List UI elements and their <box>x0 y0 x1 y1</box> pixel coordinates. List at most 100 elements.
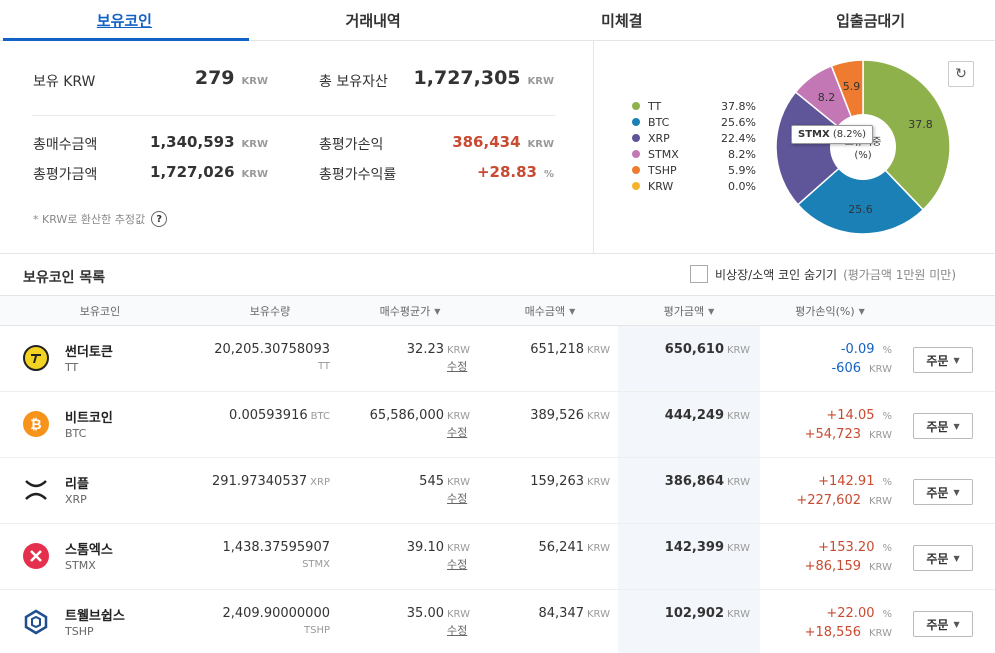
holdings-chart: TT 37.8% BTC 25.6% XRP 22.4% STMX 8.2% TSHP 5.9% K… <box>594 41 995 253</box>
chevron-down-icon: ▼ <box>953 619 960 629</box>
pie-slice-xrp[interactable] <box>775 90 865 206</box>
legend-item-tt[interactable]: TT 37.8% <box>632 98 756 114</box>
col-buy-amount[interactable]: 매수금액 ▼ <box>524 305 576 318</box>
legend-item-stmx[interactable]: STMX 8.2% <box>632 146 756 162</box>
legend-swatch <box>632 182 640 190</box>
col-eval-amount[interactable]: 평가금액 ▼ <box>663 305 715 318</box>
pie-slice-btc[interactable] <box>796 145 925 235</box>
profit-rate: -0.09% <box>840 342 892 357</box>
chevron-down-icon: ▼ <box>953 421 960 431</box>
legend-item-krw[interactable]: KRW 0.0% <box>632 178 756 194</box>
legend-swatch <box>632 150 640 158</box>
twelveships-icon <box>23 609 49 635</box>
legend-name: XRP <box>648 131 670 145</box>
edit-avg-link[interactable]: 수정 <box>447 360 468 373</box>
coin-symbol: STMX <box>65 559 96 572</box>
pie-slice-tt[interactable] <box>862 59 951 211</box>
tab-pending[interactable]: 미체결 <box>601 11 643 30</box>
eval-amount: 444,249 KRW <box>664 408 750 423</box>
edit-avg-link[interactable]: 수정 <box>447 624 468 637</box>
hide-small-checkbox[interactable] <box>690 265 708 283</box>
hide-small-coins-toggle[interactable]: 비상장/소액 코인 숨기기 (평가금액 1만원 미만) <box>690 265 956 283</box>
profit-amount: -606 KRW <box>831 361 892 376</box>
bitcoin-icon: ₿ <box>23 411 49 437</box>
avg-price: 545 KRW <box>419 474 470 489</box>
table-row: 썬더토큰 TT 20,205.30758093 TT 32.23 KRW 수정 6… <box>0 326 995 392</box>
total-pl-label: 총평가손익 <box>319 137 384 153</box>
sort-caret-icon: ▼ <box>858 306 865 316</box>
coin-name[interactable]: 트웰브쉽스 <box>65 609 125 624</box>
legend-name: BTC <box>648 115 670 129</box>
eval-column-highlight <box>618 326 760 653</box>
edit-avg-link[interactable]: 수정 <box>447 558 468 571</box>
legend-swatch <box>632 102 640 110</box>
ripple-icon <box>23 477 49 503</box>
holding-qty: 0.00593916 BTC <box>229 408 330 423</box>
chart-legend: TT 37.8% BTC 25.6% XRP 22.4% STMX 8.2% TSHP 5.9% K… <box>632 98 756 194</box>
thundertoken-icon <box>23 345 49 371</box>
legend-item-xrp[interactable]: XRP 22.4% <box>632 130 756 146</box>
total-asset-value: 1,727,305 KRW <box>413 67 554 89</box>
refresh-button[interactable]: ↻ <box>948 61 974 87</box>
order-button[interactable]: 주문 ▼ <box>913 413 973 439</box>
order-button[interactable]: 주문 ▼ <box>913 545 973 571</box>
holding-qty: 1,438.37595907 <box>222 540 330 555</box>
buy-amount: 84,347 KRW <box>538 606 611 621</box>
holding-qty: 291.97340537 XRP <box>212 474 330 489</box>
chevron-down-icon: ▼ <box>953 355 960 365</box>
eval-amount: 386,864 KRW <box>664 474 750 489</box>
help-icon[interactable]: ? <box>151 211 168 227</box>
avg-price: 39.10 KRW <box>406 540 470 555</box>
tab-bar: 보유코인 거래내역 미체결 입출금대기 <box>0 0 995 41</box>
coin-symbol: BTC <box>65 427 87 440</box>
list-title: 보유코인 목록 <box>23 270 106 286</box>
legend-name: TSHP <box>648 163 677 177</box>
eval-amount: 650,610 KRW <box>664 342 750 357</box>
col-avg-price[interactable]: 매수평균가 ▼ <box>379 305 441 318</box>
coin-name[interactable]: 썬더토큰 <box>65 345 113 360</box>
order-button[interactable]: 주문 ▼ <box>913 479 973 505</box>
total-rate-value: +28.83% <box>476 163 554 181</box>
legend-value: 8.2% <box>728 147 756 161</box>
tab-history[interactable]: 거래내역 <box>345 11 401 30</box>
edit-avg-link[interactable]: 수정 <box>447 492 468 505</box>
holdings-table: 썬더토큰 TT 20,205.30758093 TT 32.23 KRW 수정 6… <box>0 326 995 653</box>
col-qty: 보유수량 <box>249 305 291 318</box>
coin-name[interactable]: 비트코인 <box>65 411 113 426</box>
slice-label-stmx: 8.2 <box>818 91 836 104</box>
stormx-icon <box>23 543 49 569</box>
legend-item-btc[interactable]: BTC 25.6% <box>632 114 756 130</box>
legend-value: 25.6% <box>721 115 756 129</box>
legend-swatch <box>632 118 640 126</box>
edit-avg-link[interactable]: 수정 <box>447 426 468 439</box>
profit-rate: +14.05% <box>826 408 892 423</box>
coin-name[interactable]: 리플 <box>65 477 89 492</box>
tab-holdings[interactable]: 보유코인 <box>0 0 249 41</box>
table-row: 스톰엑스 STMX 1,438.37595907 STMX 39.10 KRW 수… <box>0 524 995 590</box>
tab-deposit-wait[interactable]: 입출금대기 <box>836 11 906 30</box>
legend-item-tshp[interactable]: TSHP 5.9% <box>632 162 756 178</box>
avg-price: 35.00 KRW <box>406 606 470 621</box>
buy-amount: 159,263 KRW <box>530 474 610 489</box>
holding-qty: 20,205.30758093 <box>214 342 330 357</box>
krw-label: 보유 KRW <box>33 74 96 90</box>
profit-amount: +227,602 KRW <box>796 493 892 508</box>
avg-price: 65,586,000 KRW <box>369 408 470 423</box>
legend-value: 37.8% <box>721 99 756 113</box>
avg-price: 32.23 KRW <box>406 342 470 357</box>
col-profit-loss[interactable]: 평가손익(%) ▼ <box>795 305 865 318</box>
coin-name[interactable]: 스톰엑스 <box>65 543 113 558</box>
order-button[interactable]: 주문 ▼ <box>913 611 973 637</box>
coin-symbol: TSHP <box>65 625 94 638</box>
total-eval-value: 1,727,026 KRW <box>150 163 268 181</box>
profit-rate: +22.00% <box>826 606 892 621</box>
table-row: ₿ 비트코인 BTC 0.00593916 BTC 65,586,000 KRW 수… <box>0 392 995 458</box>
donut-center-label-2: (%) <box>854 150 871 161</box>
krw-estimate-note: * KRW로 환산한 추정값 ? <box>33 211 168 227</box>
order-button[interactable]: 주문 ▼ <box>913 347 973 373</box>
total-buy-value: 1,340,593 KRW <box>150 133 268 151</box>
total-rate-label: 총평가수익률 <box>319 167 397 183</box>
slice-label-tt: 37.8 <box>908 118 933 131</box>
legend-name: TT <box>648 99 662 113</box>
legend-value: 0.0% <box>728 179 756 193</box>
